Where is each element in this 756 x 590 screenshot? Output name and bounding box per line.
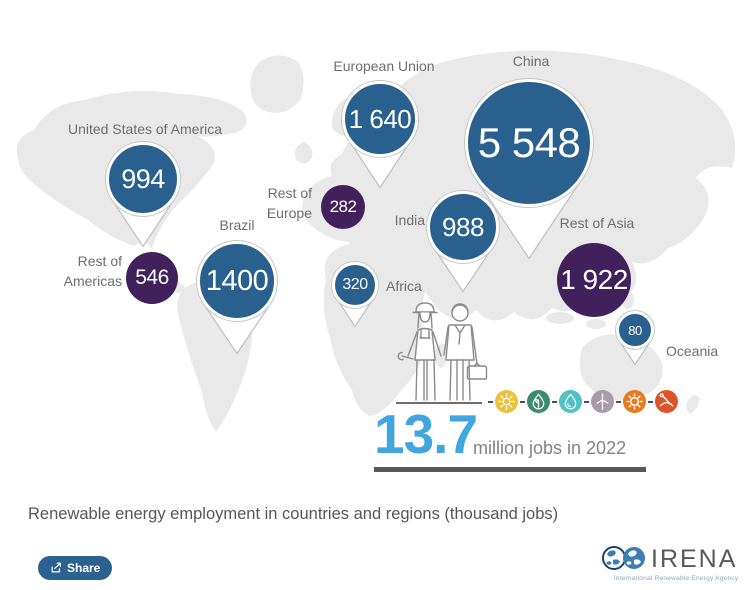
- label-european-union: European Union: [333, 58, 435, 74]
- british-isles: [295, 142, 313, 164]
- share-button[interactable]: Share: [38, 556, 113, 580]
- solar-heating-icon: [623, 390, 646, 413]
- total-jobs-value: 13.7: [374, 403, 478, 465]
- worker-man-figure: [443, 303, 488, 401]
- indonesia-2: [586, 319, 606, 329]
- dash-divider: [584, 400, 589, 403]
- hydropower-icon: [559, 390, 582, 413]
- japan: [698, 144, 714, 172]
- label-rest-americas: Rest of Americas: [63, 253, 122, 289]
- summary-underline: [374, 467, 646, 472]
- total-jobs-label: million jobs in 2022: [473, 438, 627, 458]
- wind-icon: [591, 390, 614, 413]
- bubble-value-brazil: 1400: [197, 241, 277, 321]
- label-brazil: Brazil: [219, 217, 255, 233]
- irena-logo-tagline: International Renewable Energy Agency: [613, 575, 739, 582]
- dash-divider: [616, 400, 621, 403]
- label-china: China: [512, 53, 550, 69]
- bubble-value-china: 5 548: [465, 79, 593, 207]
- bubble-value-usa: 994: [106, 142, 180, 216]
- bubble-value-rest-americas: 546: [126, 252, 178, 304]
- indonesia: [546, 312, 574, 324]
- irena-globes-icon: [602, 546, 645, 570]
- label-rest-asia: Rest of Asia: [559, 215, 635, 231]
- workers-illustration: [397, 302, 488, 401]
- label-oceania: Oceania: [666, 343, 719, 359]
- share-icon: [51, 562, 61, 573]
- bubble-value-oceania: 80: [616, 311, 654, 349]
- irena-logo[interactable]: IRENA International Renewable Energy Age…: [601, 544, 751, 586]
- label-africa: Africa: [386, 278, 422, 294]
- dash-divider: [520, 400, 525, 403]
- share-button-label: Share: [67, 561, 101, 575]
- worker-woman-figure: [397, 302, 442, 401]
- solar-pv-icon: [495, 390, 518, 413]
- bubble-value-european-union: 1 640: [342, 81, 418, 157]
- bubble-value-africa: 320: [332, 262, 378, 308]
- dash-divider: [648, 400, 653, 403]
- geothermal-icon: [655, 390, 678, 413]
- dash-divider: [488, 400, 493, 403]
- bubble-value-rest-europe: 282: [321, 185, 365, 229]
- new-zealand: [686, 395, 700, 414]
- ground-line: [396, 402, 482, 404]
- energy-sector-legend: [486, 390, 678, 413]
- irena-logo-text: IRENA: [651, 545, 738, 573]
- chart-caption: Renewable energy employment in countries…: [28, 505, 559, 523]
- label-india: India: [394, 212, 425, 228]
- label-united-states: United States of America: [67, 121, 223, 137]
- dash-divider: [552, 400, 557, 403]
- label-rest-europe: Rest of Europe: [266, 185, 312, 221]
- continent-greenland: [250, 55, 304, 113]
- bubble-value-india: 988: [427, 191, 499, 263]
- bubble-value-rest-asia: 1 922: [557, 243, 631, 317]
- bioenergy-icon: [527, 390, 550, 413]
